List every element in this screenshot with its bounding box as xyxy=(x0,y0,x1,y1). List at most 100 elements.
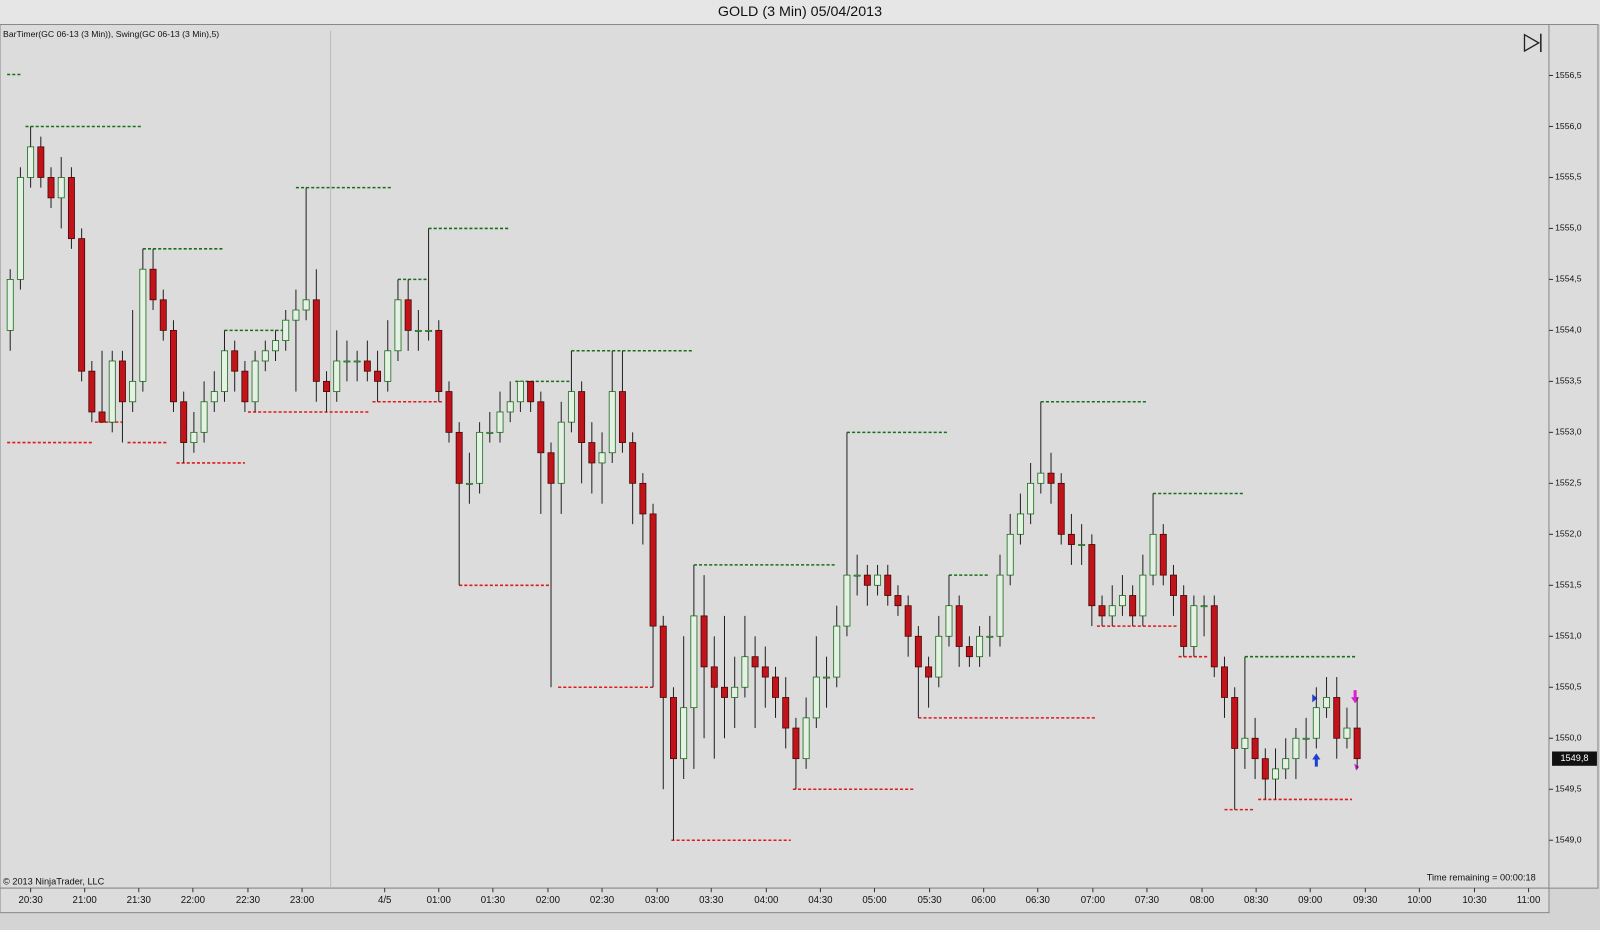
x-tick-label: 22:00 xyxy=(181,895,206,906)
candle-body xyxy=(47,177,55,199)
candle-body xyxy=(996,574,1004,637)
x-tick-label: 4/5 xyxy=(378,895,391,906)
candle-body xyxy=(741,656,749,688)
candle-body xyxy=(190,431,198,443)
candle-body xyxy=(823,676,830,679)
candle-body xyxy=(710,666,718,688)
end-button[interactable] xyxy=(1523,33,1542,53)
time-remaining: Time remaining = 00:00:18 xyxy=(1427,872,1536,882)
x-tick-label: 02:30 xyxy=(590,895,615,906)
candle-body xyxy=(1200,605,1208,608)
candle-body xyxy=(1149,533,1157,576)
candle-body xyxy=(425,329,433,332)
x-tick-label: 08:30 xyxy=(1244,895,1269,906)
x-tick-label: 04:00 xyxy=(754,895,779,906)
x-tick-label: 06:00 xyxy=(972,895,997,906)
x-tick-label: 06:30 xyxy=(1026,895,1051,906)
candle-body xyxy=(863,574,871,586)
x-tick-label: 05:00 xyxy=(862,895,887,906)
candle-body xyxy=(6,279,14,331)
candle-body xyxy=(772,676,779,698)
candle-body xyxy=(935,635,943,678)
candle-body xyxy=(618,391,626,443)
candle-body xyxy=(333,360,341,392)
candle-body xyxy=(343,360,351,363)
candle-body xyxy=(67,177,75,240)
candle-body xyxy=(700,615,708,668)
candle-body xyxy=(1261,758,1269,780)
candle-body xyxy=(782,697,790,729)
candle-body xyxy=(1118,595,1126,607)
candle-body xyxy=(629,442,637,484)
candle-body xyxy=(751,656,759,668)
price-axis xyxy=(1548,23,1599,889)
candle-body xyxy=(1129,595,1137,617)
candle-body xyxy=(537,401,545,454)
candle-body xyxy=(241,370,249,403)
x-tick-label: 01:30 xyxy=(481,895,506,906)
candle-body xyxy=(1343,727,1351,739)
candle-body xyxy=(231,350,239,372)
candle-body xyxy=(1282,758,1290,770)
candle-body xyxy=(1251,737,1259,760)
candle-body xyxy=(986,635,994,638)
candle-body xyxy=(363,360,371,372)
x-tick-label: 03:30 xyxy=(699,895,724,906)
candle-body xyxy=(976,635,984,658)
y-tick-label: 1554,0 xyxy=(1555,325,1582,335)
candle-body xyxy=(588,442,596,464)
plot-area xyxy=(0,23,1550,889)
candle-body xyxy=(108,360,116,423)
y-tick-label: 1549,0 xyxy=(1555,835,1582,845)
x-tick-label: 09:00 xyxy=(1298,895,1323,906)
candle-body xyxy=(1302,737,1310,740)
candle-body xyxy=(486,431,494,434)
candle-body xyxy=(802,717,810,760)
candle-body xyxy=(384,350,392,382)
y-tick-label: 1554,5 xyxy=(1555,274,1582,284)
candle-body xyxy=(292,309,300,321)
candle-body xyxy=(1241,737,1249,749)
candle-body xyxy=(721,686,728,698)
candle-body xyxy=(1078,544,1086,546)
candle-body xyxy=(282,319,290,342)
candle-body xyxy=(690,615,698,709)
x-tick-label: 10:30 xyxy=(1462,895,1487,906)
candle-body xyxy=(465,482,473,485)
x-tick-label: 08:00 xyxy=(1190,895,1215,906)
candle-body xyxy=(251,360,259,403)
candle-body xyxy=(414,329,422,332)
candle-body xyxy=(914,635,922,668)
candle-body xyxy=(833,625,841,678)
candle-body xyxy=(1210,605,1218,668)
candle-body xyxy=(1312,707,1320,739)
candle-body xyxy=(149,268,157,301)
y-tick-label: 1556,0 xyxy=(1555,121,1582,131)
candle-body xyxy=(88,370,96,413)
candle-body xyxy=(639,482,647,515)
candle-body xyxy=(945,605,953,637)
candle-body xyxy=(578,391,586,443)
candle-body xyxy=(925,666,933,678)
candle-body xyxy=(353,360,361,363)
candle-body xyxy=(302,299,310,311)
end-icon[interactable] xyxy=(1523,33,1541,53)
candle-body xyxy=(1016,513,1024,535)
x-tick-label: 10:00 xyxy=(1407,895,1432,906)
y-tick-label: 1555,0 xyxy=(1555,223,1582,233)
last-price-label: 1549,8 xyxy=(1560,753,1588,763)
signal-marker xyxy=(1312,694,1318,703)
candle-body xyxy=(1333,697,1341,739)
y-tick-label: 1550,0 xyxy=(1555,733,1582,743)
candle-body xyxy=(1159,533,1167,576)
candle-body xyxy=(1047,472,1055,484)
candle-body xyxy=(884,574,892,596)
candle-body xyxy=(272,340,279,352)
candle-body xyxy=(1231,697,1239,749)
time-axis xyxy=(0,887,1550,914)
candle-body xyxy=(608,391,616,454)
candle-body xyxy=(455,431,463,484)
candle-body xyxy=(1323,697,1330,709)
candle-body xyxy=(1272,768,1279,780)
